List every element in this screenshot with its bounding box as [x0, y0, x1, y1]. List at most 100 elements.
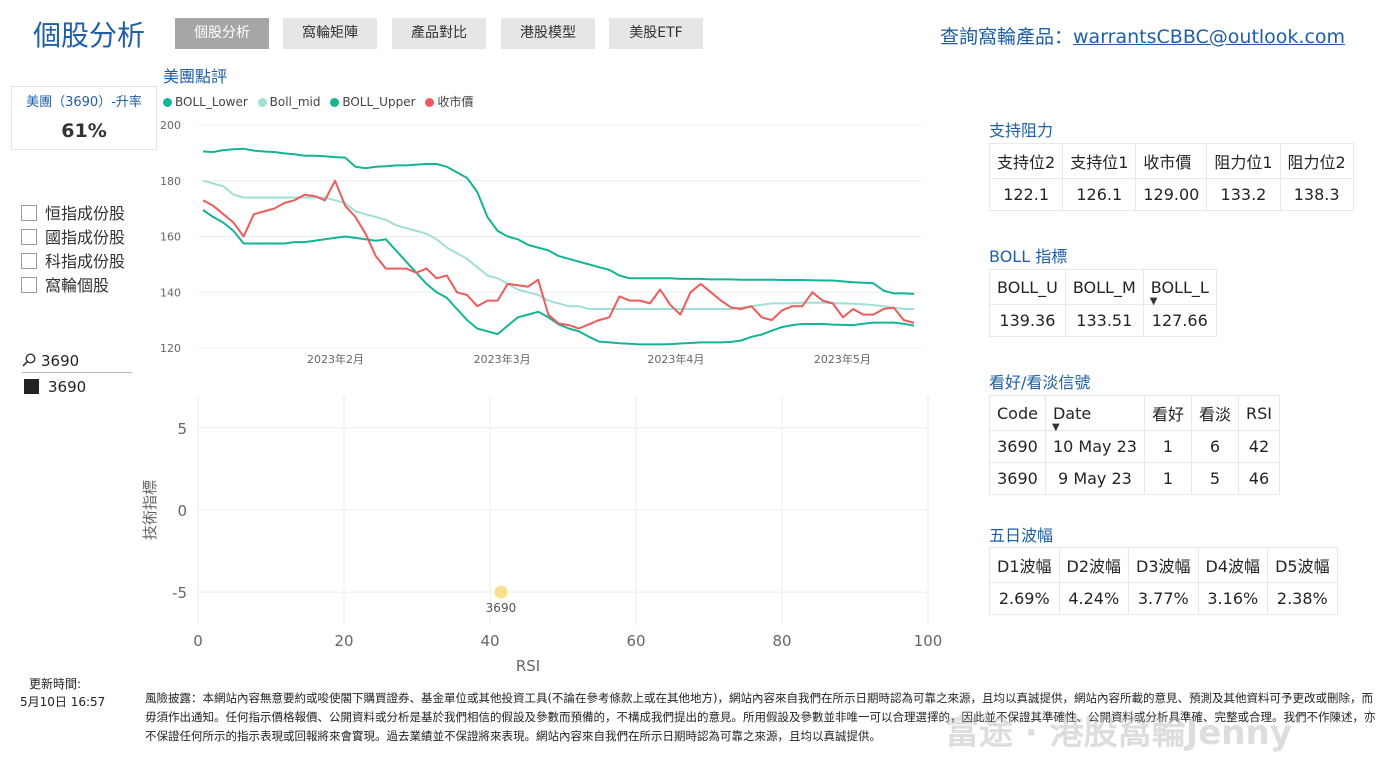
- column-header[interactable]: D4波幅: [1197, 547, 1269, 583]
- checkbox-icon[interactable]: [21, 229, 37, 245]
- table-cell: 42: [1237, 430, 1280, 463]
- filter-hscei-constituents[interactable]: 國指成份股: [21, 224, 125, 248]
- table-cell: 129.00: [1135, 178, 1208, 211]
- x-tick-label: 0: [193, 632, 203, 650]
- column-header[interactable]: D2波幅: [1058, 547, 1130, 583]
- x-tick-label: 60: [626, 632, 645, 650]
- column-header[interactable]: BOLL_U: [989, 269, 1066, 305]
- table-row: 3690 10 May 23 1 6 42: [989, 430, 1280, 463]
- y-tick-label: 180: [160, 175, 181, 188]
- update-label: 更新時間:: [29, 677, 82, 691]
- table-cell: 6: [1190, 430, 1239, 463]
- legend-label: Boll_mid: [269, 95, 321, 109]
- tab-hk-model[interactable]: 港股模型: [501, 18, 595, 49]
- column-header[interactable]: 收市價: [1135, 143, 1208, 179]
- table-cell: 126.1: [1062, 178, 1137, 211]
- x-tick-label: 2023年2月: [307, 352, 364, 366]
- table-cell: 3690: [989, 430, 1046, 463]
- filter-hsi-constituents[interactable]: 恒指成份股: [21, 200, 125, 224]
- table-cell: 5: [1190, 462, 1239, 495]
- series-boll-upper: [202, 147, 915, 295]
- table-cell: 139.36: [989, 304, 1066, 337]
- support-resistance-table: 支持位2 支持位1 收市價 阻力位1 阻力位2 122.1 126.1 129.00 133.2…: [988, 143, 1354, 211]
- legend-item-boll-lower[interactable]: BOLL_Lower: [163, 95, 248, 109]
- data-point-label: 3690: [486, 601, 517, 615]
- tab-warrant-matrix[interactable]: 窩輪矩陣: [283, 18, 377, 49]
- stock-search-input[interactable]: 3690: [22, 352, 132, 373]
- filter-tech-constituents[interactable]: 科指成份股: [21, 248, 125, 272]
- tab-stock-analysis[interactable]: 個股分析: [175, 18, 269, 49]
- checkbox-icon[interactable]: [21, 253, 37, 269]
- filter-label: 恒指成份股: [45, 204, 126, 223]
- table-cell: 133.51: [1064, 304, 1144, 337]
- y-tick-label: 200: [160, 119, 181, 132]
- table-row: 122.1 126.1 129.00 133.2 138.3: [988, 178, 1354, 211]
- legend-item-boll-mid[interactable]: Boll_mid: [257, 95, 321, 109]
- rsi-scatter-chart[interactable]: 0 20 40 60 80 100 5 0 -5 RSI 技術指標 3690: [135, 385, 945, 680]
- checkbox-icon[interactable]: [21, 277, 37, 293]
- signals-title: 看好/看淡信號: [989, 373, 1091, 392]
- contact-label: 查詢窩輪產品：: [940, 26, 1074, 48]
- page-title: 個股分析: [33, 19, 146, 52]
- support-resistance-title: 支持阻力: [989, 121, 1054, 140]
- column-header[interactable]: D1波幅: [989, 547, 1060, 583]
- column-header[interactable]: RSI: [1237, 395, 1280, 431]
- filter-warrant-stocks[interactable]: 窩輪個股: [21, 272, 109, 296]
- y-tick-label: 140: [160, 286, 181, 299]
- column-header[interactable]: 阻力位2: [1279, 143, 1354, 179]
- tab-product-compare[interactable]: 產品對比: [392, 18, 486, 49]
- column-header[interactable]: D5波幅: [1267, 547, 1338, 583]
- rise-rate-value: 61%: [61, 120, 107, 142]
- filter-label: 國指成份股: [45, 228, 126, 247]
- table-row: 3690 9 May 23 1 5 46: [989, 462, 1280, 495]
- table-cell: 9 May 23: [1044, 462, 1145, 495]
- x-tick-label: 80: [772, 632, 791, 650]
- legend-label: BOLL_Lower: [175, 95, 248, 109]
- table-cell: 4.24%: [1058, 582, 1130, 615]
- column-header[interactable]: BOLL_M: [1064, 269, 1144, 305]
- checked-box-icon[interactable]: [24, 379, 39, 394]
- table-cell: 1: [1143, 430, 1192, 463]
- update-time: 5月10日 16:57: [20, 695, 106, 709]
- slicer-item-3690[interactable]: 3690: [24, 378, 86, 396]
- y-tick-label: -5: [172, 584, 187, 602]
- table-cell: 133.2: [1206, 178, 1281, 211]
- legend-label: BOLL_Upper: [342, 95, 416, 109]
- boll-line-chart[interactable]: 120 140 160 180 200 2023年2月 2023年3月 2023年4月 2023…: [150, 112, 930, 372]
- sort-arrow-icon[interactable]: ▼: [1051, 422, 1060, 433]
- legend-dot-icon: [163, 98, 172, 107]
- legend-dot-icon: [425, 98, 435, 107]
- watermark: 富途 · 港股窩輪Jenny: [945, 713, 1292, 753]
- column-header[interactable]: D3波幅: [1128, 547, 1199, 583]
- contact-info: 查詢窩輪產品：warrantsCBBC@outlook.com: [940, 22, 1345, 49]
- legend-dot-icon: [330, 98, 340, 107]
- checkbox-icon[interactable]: [21, 205, 37, 221]
- boll-indicator-table: BOLL_U BOLL_M BOLL_L ▼ 139.36 133.51 127.66: [989, 269, 1217, 337]
- table-header-row: BOLL_U BOLL_M BOLL_L ▼: [989, 269, 1217, 307]
- legend-item-close[interactable]: 收市價: [425, 95, 473, 109]
- table-cell: 2.69%: [989, 582, 1060, 615]
- signals-table: Code Date ▼ 看好 看淡 RSI 3690 10 May 23 1 6 42 3690 9 M…: [989, 395, 1280, 495]
- table-cell: 3.16%: [1197, 582, 1269, 615]
- table-cell: 46: [1237, 462, 1280, 495]
- column-header[interactable]: Date ▼: [1044, 395, 1145, 433]
- table-cell: 3.77%: [1128, 582, 1199, 615]
- boll-indicator-title: BOLL 指標: [989, 247, 1068, 266]
- column-header[interactable]: BOLL_L ▼: [1142, 269, 1217, 307]
- contact-email-link[interactable]: warrantsCBBC@outlook.com: [1073, 26, 1346, 48]
- rise-rate-label: 美團（3690）-升率: [26, 95, 142, 110]
- column-header[interactable]: Code: [989, 395, 1046, 431]
- risk-disclaimer: 風險披露：本網站內容無意要約或唆使閣下購買證券、基金單位或其他投資工具(不論在參…: [145, 691, 1376, 743]
- column-header[interactable]: 阻力位1: [1206, 143, 1281, 179]
- x-tick-label: 100: [914, 632, 943, 650]
- column-header[interactable]: 支持位1: [1062, 143, 1137, 179]
- column-header[interactable]: 看淡: [1190, 395, 1239, 431]
- x-axis-label: RSI: [516, 657, 540, 675]
- legend-item-boll-upper[interactable]: BOLL_Upper: [330, 95, 416, 109]
- column-header[interactable]: 支持位2: [988, 143, 1064, 179]
- table-header-row: Code Date ▼ 看好 看淡 RSI: [989, 395, 1280, 433]
- y-tick-label: 5: [177, 420, 187, 438]
- sort-arrow-icon[interactable]: ▼: [1149, 296, 1158, 307]
- column-header[interactable]: 看好: [1143, 395, 1192, 431]
- tab-us-etf[interactable]: 美股ETF: [609, 18, 703, 49]
